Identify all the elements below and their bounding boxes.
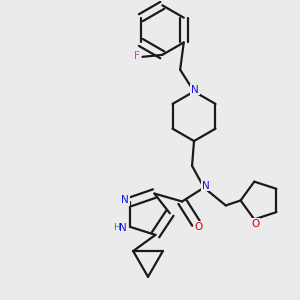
Text: N: N	[119, 223, 127, 233]
Text: N: N	[121, 195, 129, 205]
Text: O: O	[195, 222, 203, 232]
Text: N: N	[202, 181, 210, 190]
Text: N: N	[191, 85, 199, 94]
Text: F: F	[134, 51, 140, 61]
Text: H: H	[113, 224, 120, 232]
Text: O: O	[251, 219, 260, 229]
